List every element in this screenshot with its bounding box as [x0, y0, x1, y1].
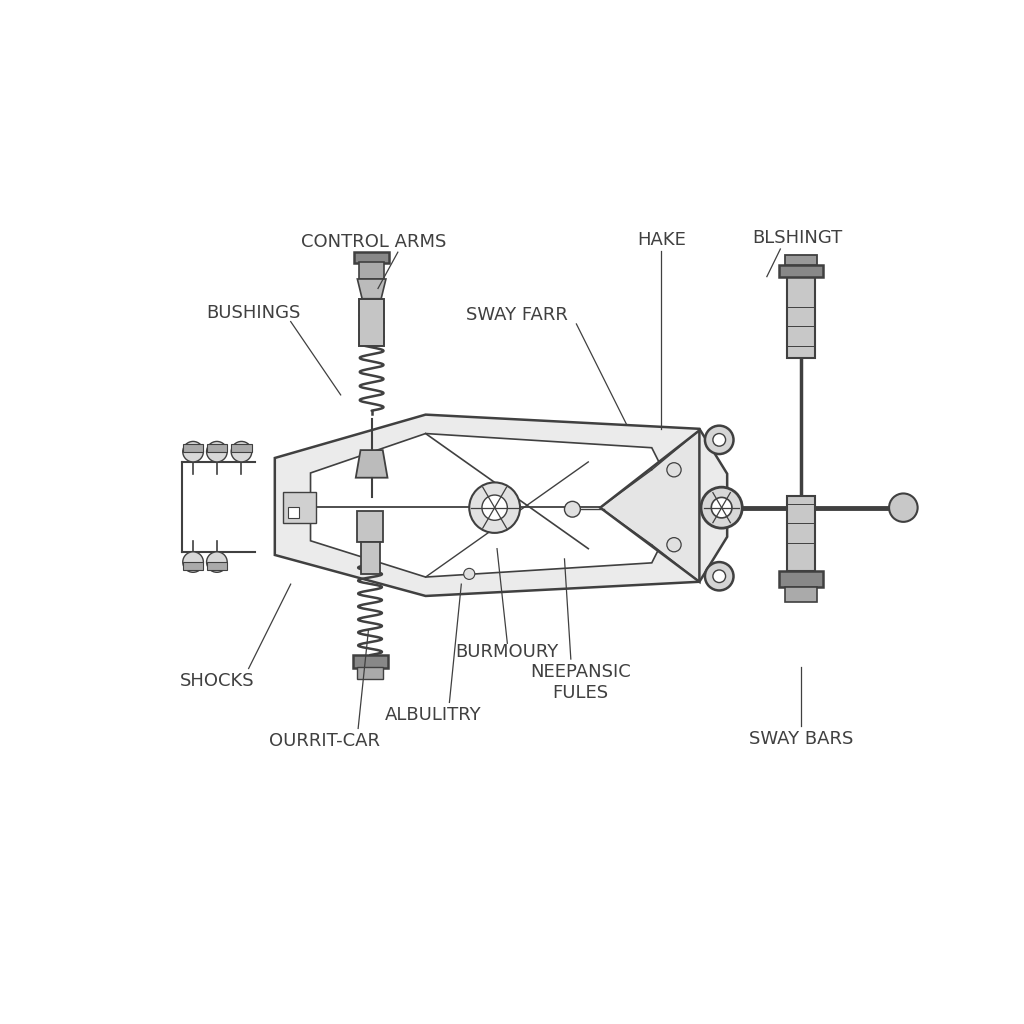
Bar	[785, 255, 817, 265]
Bar	[357, 667, 383, 679]
Text: NEEPANSIC
FULES: NEEPANSIC FULES	[530, 663, 631, 701]
Bar	[778, 570, 823, 587]
Text: CONTROL ARMS: CONTROL ARMS	[301, 232, 446, 251]
Bar	[785, 587, 817, 602]
Polygon shape	[274, 415, 727, 596]
Circle shape	[701, 487, 742, 528]
Circle shape	[712, 498, 732, 518]
Circle shape	[713, 570, 726, 583]
Bar	[352, 655, 387, 668]
Circle shape	[231, 441, 252, 462]
Text: HAKE: HAKE	[637, 231, 686, 249]
Text: OURRIT-CAR: OURRIT-CAR	[269, 731, 380, 750]
Circle shape	[469, 482, 520, 532]
Bar	[231, 443, 252, 452]
Text: BURMOURY: BURMOURY	[456, 643, 559, 662]
Circle shape	[182, 552, 204, 572]
Text: SWAY FARR: SWAY FARR	[466, 306, 567, 324]
Text: BLSHINGT: BLSHINGT	[752, 228, 842, 247]
Circle shape	[207, 441, 227, 462]
Bar	[786, 278, 815, 357]
Circle shape	[713, 433, 726, 446]
Bar	[359, 262, 384, 279]
Bar	[360, 543, 380, 573]
Circle shape	[667, 538, 681, 552]
Text: SHOCKS: SHOCKS	[179, 673, 254, 690]
Circle shape	[464, 568, 475, 580]
Bar	[359, 299, 384, 346]
Bar	[778, 265, 823, 278]
Bar	[207, 443, 227, 452]
Bar	[354, 252, 389, 263]
Circle shape	[182, 441, 204, 462]
Polygon shape	[310, 433, 672, 578]
Circle shape	[207, 552, 227, 572]
Circle shape	[482, 495, 507, 520]
Circle shape	[705, 562, 733, 591]
Bar	[357, 511, 383, 543]
Text: ALBULITRY: ALBULITRY	[385, 707, 482, 724]
Circle shape	[564, 502, 581, 517]
Circle shape	[705, 426, 733, 454]
Polygon shape	[600, 430, 699, 582]
Text: SWAY BARS: SWAY BARS	[749, 730, 853, 748]
Bar	[182, 562, 204, 570]
Bar	[182, 443, 204, 452]
Text: BUSHINGS: BUSHINGS	[206, 303, 301, 322]
Circle shape	[889, 494, 918, 522]
Circle shape	[667, 463, 681, 477]
Bar	[207, 562, 227, 570]
Bar	[786, 496, 815, 570]
Bar	[283, 492, 316, 523]
Polygon shape	[357, 279, 386, 299]
Polygon shape	[355, 451, 387, 477]
Bar	[289, 507, 299, 518]
